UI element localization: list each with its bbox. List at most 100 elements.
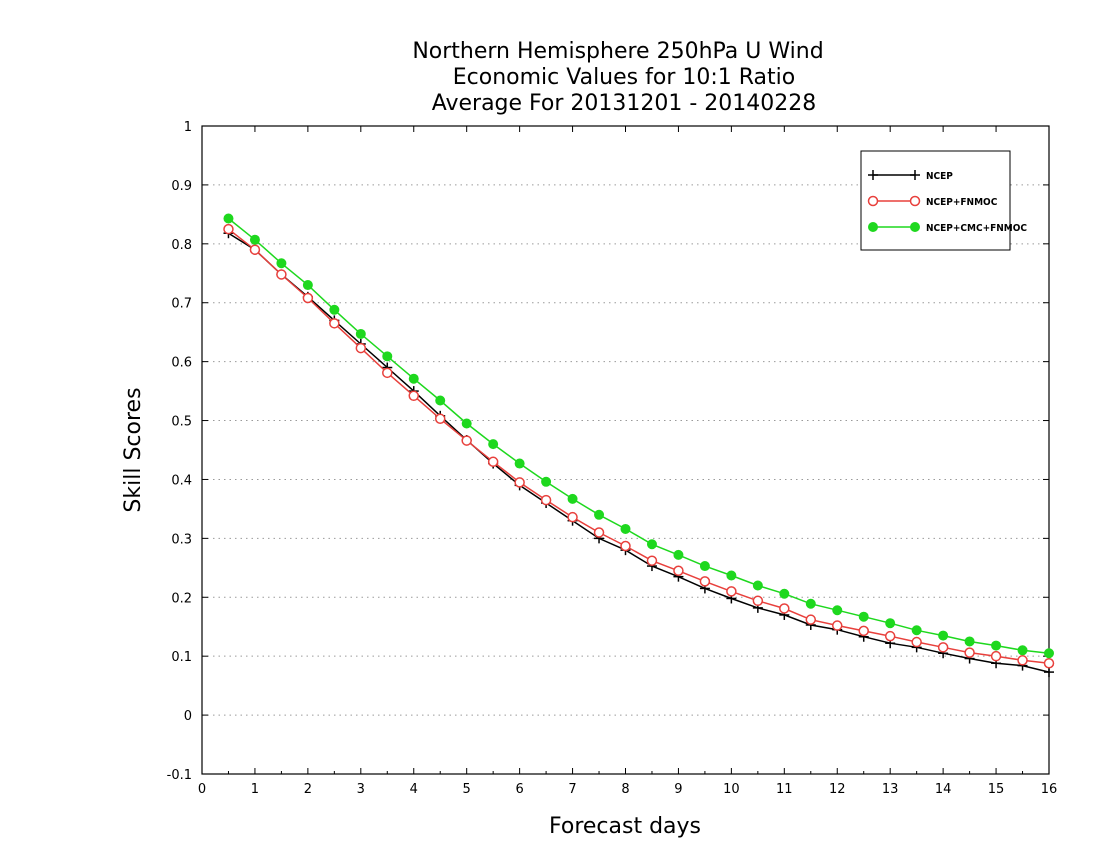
x-tick-label-16: 16	[1041, 782, 1058, 797]
data-point-1-31	[1043, 658, 1055, 669]
y-tick-label-3: 0.2	[171, 591, 192, 606]
data-point-1-5	[355, 342, 367, 354]
x-tick-label-7: 7	[568, 782, 576, 797]
data-point-2-8	[435, 395, 446, 406]
data-point-1-29	[990, 650, 1002, 662]
y-tick-label-8: 0.7	[171, 297, 192, 312]
x-tick-label-15: 15	[988, 782, 1005, 797]
data-point-1-27	[937, 642, 949, 653]
data-point-2-29	[991, 640, 1002, 651]
data-point-1-26	[911, 636, 922, 648]
series-2	[223, 213, 1054, 659]
y-tick-label-2: 0.1	[171, 650, 192, 665]
data-point-2-22	[805, 598, 816, 609]
legend-marker-start-1	[867, 195, 879, 207]
data-point-2-6	[382, 351, 393, 362]
data-point-1-10	[487, 456, 499, 468]
legend-marker-end-2	[910, 222, 920, 232]
data-point-1-9	[461, 435, 472, 446]
data-point-1-16	[646, 555, 658, 566]
data-point-1-21	[779, 603, 790, 614]
grid-lines	[202, 184, 1049, 716]
y-tick-label-9: 0.8	[171, 238, 192, 253]
x-tick-label-10: 10	[723, 782, 740, 797]
data-point-2-20	[752, 580, 763, 591]
data-point-2-5	[355, 328, 366, 339]
legend-item-2: NCEP+CMC+FNMOC	[868, 222, 1027, 234]
data-point-2-15	[620, 523, 631, 534]
x-tick-label-12: 12	[829, 782, 846, 797]
data-point-2-11	[514, 458, 525, 469]
y-tick-label-4: 0.3	[171, 532, 192, 547]
series-line-2	[228, 217, 1050, 654]
legend-marker-start-0	[868, 170, 878, 180]
data-point-2-24	[858, 611, 869, 622]
data-point-1-15	[620, 540, 631, 552]
x-tick-label-2: 2	[304, 782, 312, 797]
data-point-1-1	[249, 244, 261, 255]
chart-title: Northern Hemisphere 250hPa U Wind Econom…	[412, 39, 823, 116]
x-tick-label-4: 4	[410, 782, 418, 797]
legend-label-1: NCEP+FNMOC	[926, 197, 998, 208]
x-tick-label-9: 9	[674, 782, 682, 797]
data-point-1-2	[276, 269, 287, 280]
y-tick-label-11: 1	[184, 120, 192, 135]
series-layer	[223, 213, 1055, 678]
x-axis-label: Forecast days	[549, 814, 701, 839]
y-axis-label: Skill Scores	[121, 387, 146, 512]
x-tick-label-1: 1	[251, 782, 259, 797]
x-tick-label-0: 0	[198, 782, 206, 797]
legend-label-2: NCEP+CMC+FNMOC	[926, 223, 1027, 234]
data-point-1-18	[699, 576, 711, 587]
x-tick-label-11: 11	[776, 782, 793, 797]
data-point-2-26	[911, 625, 922, 636]
data-point-2-10	[488, 439, 499, 450]
legend-marker-end-1	[909, 195, 921, 207]
data-point-2-27	[938, 630, 949, 641]
data-point-2-3	[302, 280, 313, 291]
data-point-1-8	[434, 413, 446, 425]
data-point-1-17	[673, 565, 684, 577]
axis-ticks: 0 1 2 3 4 5 6 7 8 9 10 11 12 13 14 15 16-0.100.10.20.30.…	[167, 120, 1058, 797]
data-point-0-31	[1044, 667, 1054, 678]
data-point-2-7	[408, 373, 419, 384]
x-tick-label-13: 13	[882, 782, 899, 797]
chart-title-line-2: Economic Values for 10:1 Ratio	[453, 65, 795, 90]
y-tick-label-7: 0.6	[171, 356, 192, 371]
data-point-1-3	[302, 292, 314, 304]
legend-label-0: NCEP	[926, 171, 953, 182]
data-point-2-13	[567, 493, 578, 504]
data-point-1-22	[805, 614, 817, 625]
y-tick-label-10: 0.9	[171, 179, 192, 194]
x-tick-label-5: 5	[463, 782, 471, 797]
data-point-2-18	[699, 561, 710, 572]
data-point-2-0	[223, 213, 234, 224]
x-tick-label-8: 8	[621, 782, 629, 797]
data-point-1-23	[832, 620, 843, 631]
data-point-2-14	[594, 509, 605, 520]
series-line-0	[228, 232, 1050, 673]
y-tick-label-6: 0.5	[171, 415, 192, 430]
legend-item-1: NCEP+FNMOC	[867, 195, 998, 208]
chart-title-line-1: Northern Hemisphere 250hPa U Wind	[412, 39, 823, 64]
legend-marker-start-2	[868, 222, 878, 232]
chart-title-line-3: Average For 20131201 - 20140228	[432, 91, 817, 116]
legend-marker-end-0	[910, 170, 920, 180]
series-line-1	[228, 228, 1050, 665]
data-point-2-21	[779, 588, 790, 599]
data-point-1-14	[593, 527, 605, 538]
data-point-1-30	[1017, 655, 1028, 666]
data-point-1-11	[514, 477, 525, 488]
data-point-1-25	[884, 630, 896, 642]
data-point-2-31	[1044, 648, 1054, 659]
data-point-1-13	[567, 511, 578, 523]
data-point-2-16	[646, 539, 657, 550]
data-point-1-20	[752, 595, 764, 607]
legend: NCEP NCEP+FNMOC NCEP+CMC+FNMOC	[860, 150, 1027, 251]
data-point-1-28	[964, 647, 975, 658]
data-point-2-23	[832, 605, 843, 616]
x-tick-label-3: 3	[357, 782, 365, 797]
data-point-1-19	[726, 586, 737, 597]
x-tick-label-14: 14	[935, 782, 952, 797]
